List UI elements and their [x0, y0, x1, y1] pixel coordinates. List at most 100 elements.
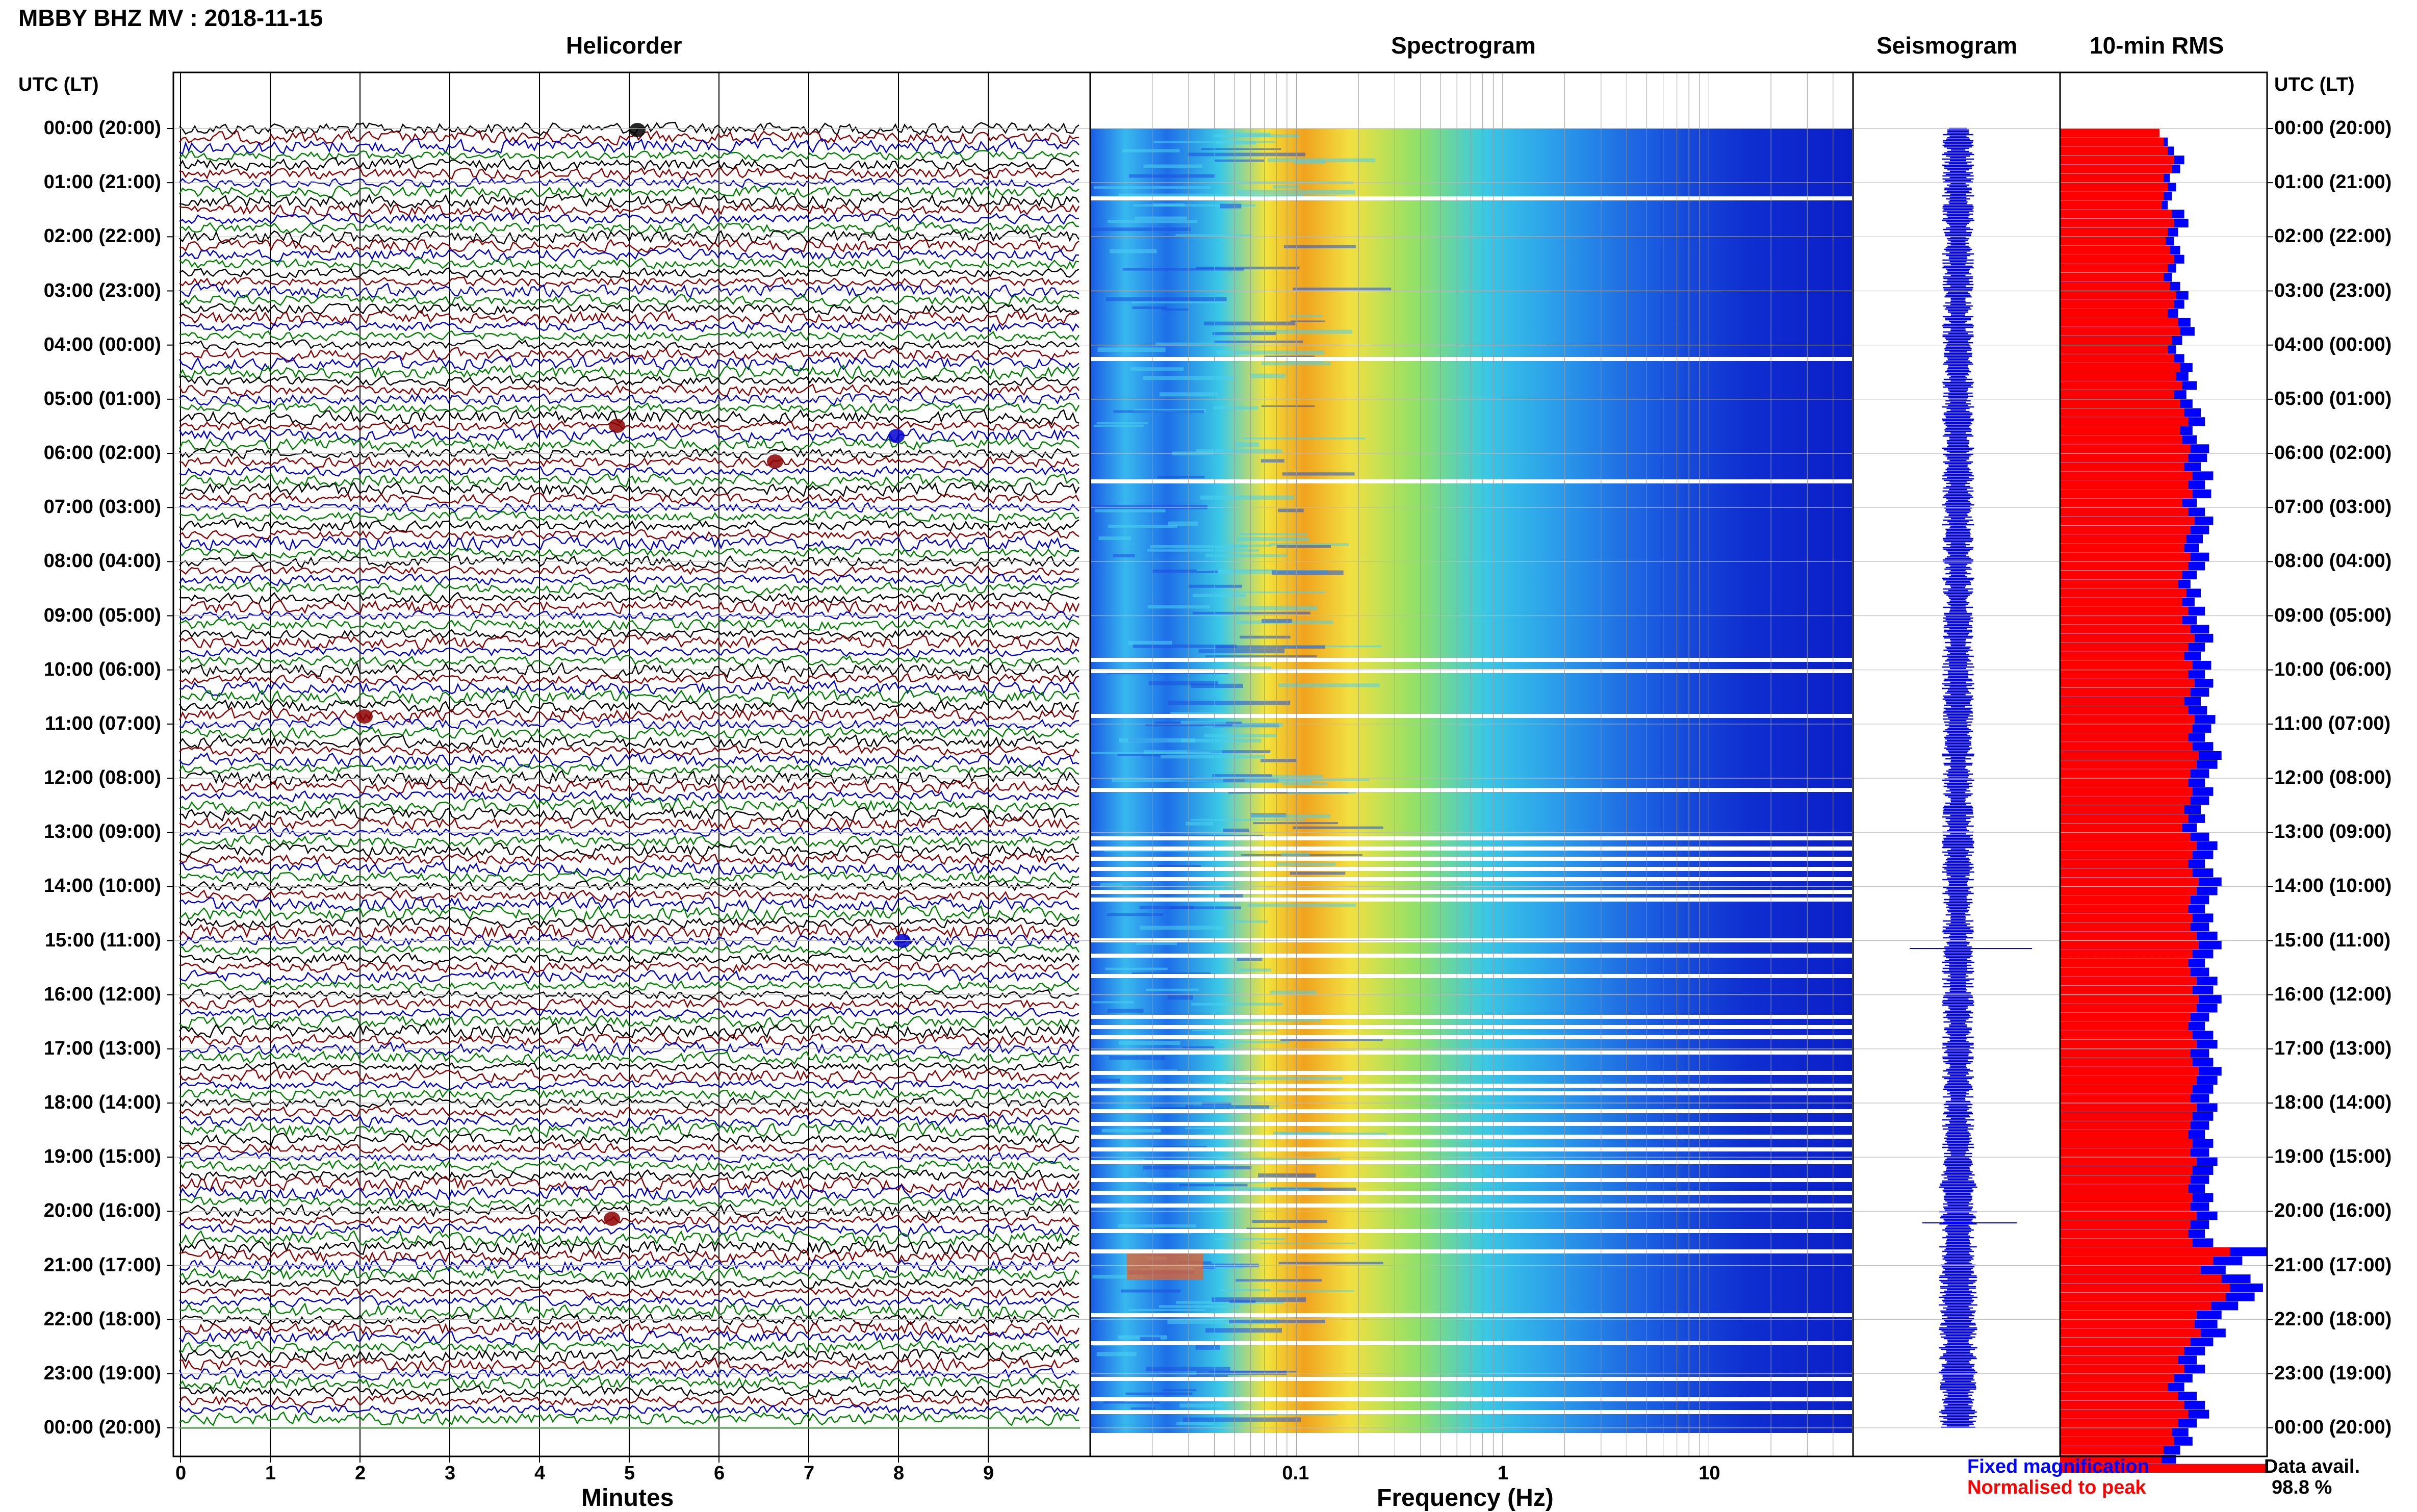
helicorder-trace	[179, 1229, 1079, 1247]
spectrogram-texture	[1119, 1041, 1181, 1045]
spectrogram-data-gap	[1091, 1229, 1852, 1233]
helicorder-trace	[179, 518, 1079, 533]
spectrogram-texture	[1162, 309, 1189, 311]
right-time-label: 21:00 (17:00)	[2274, 1254, 2392, 1276]
spectrogram-texture	[1280, 1132, 1387, 1135]
spectrogram-texture	[1175, 234, 1252, 237]
spectrogram-texture	[1222, 1107, 1274, 1110]
helicorder-trace	[179, 1248, 1079, 1264]
helicorder-trace	[179, 375, 1079, 388]
spectrogram-texture	[1219, 1041, 1290, 1043]
rms-normalised-bar	[2060, 336, 2172, 345]
right-time-label: 07:00 (03:00)	[2274, 496, 2392, 518]
helicorder-trace	[179, 1203, 1079, 1220]
spectrogram-data-gap	[1091, 658, 1852, 662]
helicorder-trace	[179, 138, 1079, 155]
helicorder-trace	[178, 1159, 1079, 1173]
rms-normalised-bar	[2060, 751, 2199, 760]
helicorder-trace	[179, 257, 1079, 271]
rms-normalised-bar	[2060, 1085, 2193, 1094]
spectrogram-texture	[1176, 1422, 1215, 1425]
helicorder-trace	[179, 177, 1079, 188]
rms-normalised-bar	[2060, 904, 2189, 913]
rms-normalised-bar	[2060, 733, 2189, 742]
spectrogram-texture	[1217, 350, 1324, 354]
rms-normalised-bar	[2060, 1400, 2184, 1410]
rms-normalised-bar	[2060, 281, 2170, 291]
spectrogram-texture	[1214, 340, 1303, 343]
spectrogram-texture	[1247, 903, 1356, 907]
left-time-label: 08:00 (04:00)	[43, 550, 161, 572]
spectrogram-texture	[1168, 995, 1193, 1000]
legend-normalised-to-peak: Normalised to peak	[1967, 1477, 2146, 1498]
spectrogram-texture	[1212, 332, 1276, 336]
helicorder-trace	[179, 465, 1079, 478]
rms-normalised-bar	[2060, 1365, 2184, 1374]
spectrogram-texture	[1168, 521, 1198, 526]
minute-tick-label: 3	[445, 1463, 456, 1484]
rms-normalised-bar	[2060, 724, 2193, 733]
spectrogram-texture	[1169, 778, 1279, 783]
helicorder-trace	[178, 922, 1079, 940]
left-time-label: 23:00 (19:00)	[43, 1362, 161, 1384]
spectrogram-texture	[1221, 775, 1323, 779]
left-time-label: 13:00 (09:00)	[43, 821, 161, 843]
rms-normalised-bar	[2060, 363, 2180, 372]
rms-normalised-bar	[2060, 444, 2191, 453]
spectrogram-texture	[1261, 459, 1284, 463]
helicorder-trace	[178, 1367, 1079, 1381]
helicorder-trace	[178, 447, 1079, 460]
rms-normalised-bar	[2060, 435, 2182, 444]
rms-normalised-bar	[2060, 1446, 2164, 1455]
rms-normalised-bar	[2060, 381, 2182, 390]
rms-normalised-bar	[2060, 1040, 2197, 1049]
spectrogram-texture	[1229, 920, 1268, 923]
spectrogram-texture	[1223, 828, 1250, 832]
spectrogram-texture	[1212, 1297, 1306, 1302]
rms-normalised-bar	[2060, 877, 2199, 886]
rms-normalised-bar	[2060, 218, 2174, 228]
helicorder-trace	[179, 212, 1079, 225]
rms-normalised-bar	[2060, 1346, 2184, 1355]
helicorder-trace	[179, 889, 1079, 903]
right-time-label: 02:00 (22:00)	[2274, 225, 2392, 247]
helicorder-trace	[179, 247, 1079, 263]
helicorder-trace	[178, 699, 1079, 714]
station-title: MBBY BHZ MV : 2018-11-15	[18, 5, 323, 31]
spectrogram-data-gap	[1091, 1191, 1852, 1195]
helicorder-trace	[178, 355, 1079, 372]
rms-normalised-bar	[2060, 1031, 2193, 1040]
spectrogram-texture	[1276, 545, 1331, 548]
left-time-label: 00:00 (20:00)	[43, 1417, 161, 1438]
helicorder-event-marker	[767, 454, 783, 469]
spectrogram-texture	[1160, 755, 1265, 759]
spectrogram-texture	[1197, 569, 1277, 572]
helicorder-trace	[179, 202, 1080, 218]
helicorder-trace	[179, 896, 1079, 914]
spectrogram-texture	[1278, 1290, 1354, 1292]
spectrogram-texture	[1147, 549, 1259, 552]
helicorder-trace	[179, 1050, 1079, 1065]
rms-normalised-bar	[2060, 552, 2191, 561]
rms-normalised-bar	[2060, 1328, 2201, 1338]
spectrogram-data-gap	[1091, 1122, 1852, 1126]
spectrogram-texture	[1132, 301, 1226, 303]
rms-normalised-bar	[2060, 345, 2168, 354]
rms-normalised-bar	[2060, 625, 2191, 634]
spectrogram-data-gap	[1091, 1249, 1852, 1253]
rms-normalised-bar	[2060, 1283, 2230, 1292]
spectrogram-data-gap	[1091, 1313, 1852, 1317]
spectrogram-texture	[1283, 245, 1356, 248]
helicorder-trace	[179, 1277, 1079, 1289]
left-time-label: 10:00 (06:00)	[43, 658, 161, 680]
rms-normalised-bar	[2060, 372, 2176, 381]
rms-normalised-bar	[2060, 408, 2184, 417]
spectrogram-texture	[1191, 818, 1305, 821]
rms-normalised-bar	[2060, 1265, 2201, 1274]
rms-normalised-bar	[2060, 1355, 2178, 1365]
rms-normalised-bar	[2060, 832, 2191, 841]
helicorder-trace	[179, 770, 1079, 787]
rms-normalised-bar	[2060, 715, 2195, 724]
helicorder-trace	[179, 481, 1080, 498]
legend-fixed-magnification: Fixed magnification	[1967, 1456, 2149, 1477]
